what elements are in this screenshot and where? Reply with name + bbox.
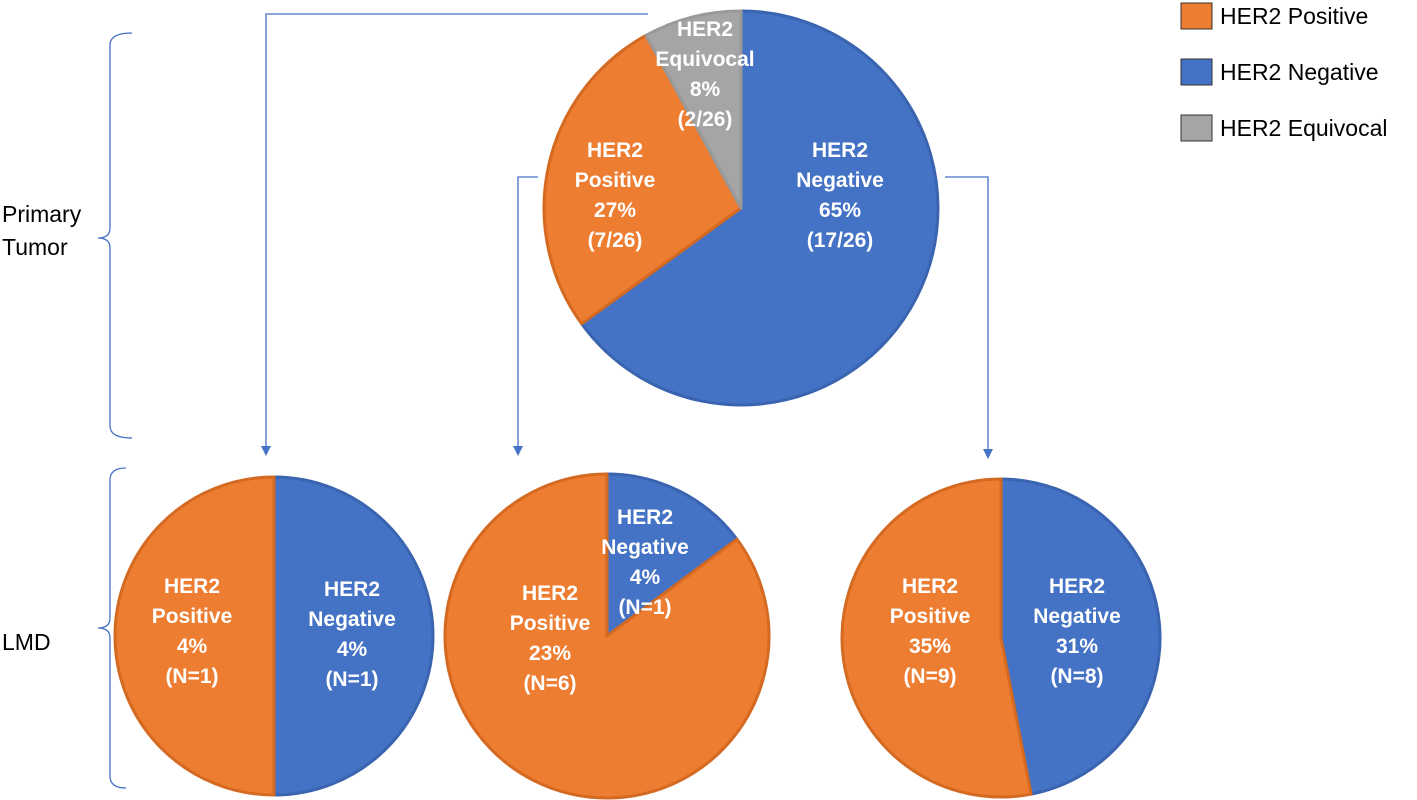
primary-tumor-label-line2: Tumor: [2, 234, 68, 260]
legend-item-negative: HER2 Negative: [1180, 58, 1379, 86]
slice-label-her2-equivocal: HER2 Equivocal 8% (2/26): [655, 18, 754, 131]
slice-her2-positive: [113, 475, 276, 797]
primary-tumor-bracket: [97, 32, 133, 439]
lmd-label: LMD: [2, 629, 51, 655]
slice-label-her2-positive: HER2 Positive 23% (N=6): [510, 582, 591, 695]
slice-label-her2-negative: HER2 Negative 4% (N=1): [601, 506, 689, 619]
legend-label-positive: HER2 Positive: [1220, 3, 1368, 29]
legend-item-equivocal: HER2 Equivocal: [1180, 114, 1387, 142]
legend-swatch-negative: [1180, 58, 1213, 86]
legend-swatch-equivocal: [1180, 114, 1213, 142]
pie-primary-tumor: HER2 Negative 65% (17/26) HER2 Positive 27% (7/…: [542, 9, 940, 407]
slice-her2-negative: [580, 9, 940, 407]
legend: HER2 Positive HER2 Negative HER2 Equivoc…: [1180, 2, 1387, 142]
lmd-bracket: [97, 467, 127, 789]
connector-arrow-equivocal: [261, 13, 648, 456]
slice-her2-negative: [999, 477, 1162, 796]
pie-lmd-from-negative: HER2 Negative 31% (N=8) HER2 Positive 35% (N=9): [840, 477, 1162, 799]
slice-her2-positive: [443, 472, 771, 800]
pie-lmd-from-equivocal: HER2 Negative 4% (N=1) HER2 Positive 4% (N=1): [113, 475, 435, 797]
slice-label-her2-positive: HER2 Positive 35% (N=9): [890, 575, 971, 688]
pie-lmd-from-positive: HER2 Negative 4% (N=1)HER2 Positive 23% (N=6): [443, 472, 771, 800]
legend-label-negative: HER2 Negative: [1220, 59, 1379, 85]
slice-her2-positive: [840, 477, 1033, 799]
connector-arrow-negative: [945, 176, 993, 459]
slice-label-her2-negative: HER2 Negative 4% (N=1): [308, 578, 396, 691]
connector-arrow-positive: [513, 176, 538, 456]
slice-label-her2-positive: HER2 Positive 4% (N=1): [152, 575, 233, 688]
slice-her2-positive: [542, 33, 743, 326]
slice-label-her2-positive: HER2 Positive 27% (7/26): [575, 139, 656, 252]
slice-label-her2-negative: HER2 Negative 31% (N=8): [1033, 575, 1121, 688]
slice-her2-negative: [272, 475, 435, 797]
legend-item-positive: HER2 Positive: [1180, 2, 1368, 30]
slice-label-her2-negative: HER2 Negative 65% (17/26): [796, 139, 884, 252]
legend-swatch-positive: [1180, 2, 1213, 30]
slice-her2-equivocal: [644, 9, 743, 210]
primary-tumor-label: Primary: [2, 201, 82, 227]
legend-label-equivocal: HER2 Equivocal: [1220, 115, 1387, 141]
slice-her2-negative: [605, 472, 739, 638]
